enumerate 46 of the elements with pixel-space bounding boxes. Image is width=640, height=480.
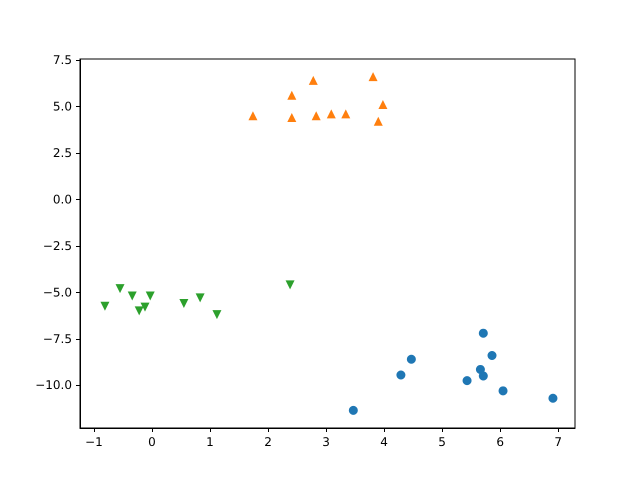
point <box>488 351 497 360</box>
point <box>308 76 318 85</box>
y-tick-label: 7.5 <box>52 52 72 67</box>
point <box>374 116 383 126</box>
point <box>548 394 558 403</box>
y-tick-label: −7.5 <box>42 332 72 346</box>
point <box>498 386 508 396</box>
x-tick-label: 6 <box>496 435 504 449</box>
x-tick-label: 2 <box>264 435 272 449</box>
y-tick-label: 0.0 <box>52 192 72 206</box>
point <box>326 109 336 118</box>
point <box>140 302 150 312</box>
x-tick-label: 7 <box>554 435 562 449</box>
x-tick-label: 3 <box>322 435 330 449</box>
point <box>287 90 296 100</box>
point <box>286 280 295 290</box>
point <box>212 310 222 320</box>
point <box>179 298 188 308</box>
point <box>100 302 110 311</box>
point <box>312 111 321 120</box>
point <box>368 72 378 82</box>
point <box>396 370 406 380</box>
y-tick-label: 2.5 <box>52 146 72 160</box>
point <box>378 100 388 110</box>
x-tick-label: −1 <box>85 435 103 449</box>
point <box>134 306 144 316</box>
point <box>287 113 296 122</box>
point <box>196 293 205 302</box>
y-tick-label: −10.0 <box>35 378 72 392</box>
x-tick-label: 4 <box>380 435 388 449</box>
y-tick-label: −5.0 <box>42 285 72 300</box>
point <box>462 376 472 386</box>
y-tick-label: 5.0 <box>52 99 72 114</box>
y-tick-label: −2.5 <box>42 238 72 253</box>
point <box>348 406 358 415</box>
x-tick-label: 0 <box>148 435 156 449</box>
point <box>128 292 137 301</box>
point <box>341 109 350 118</box>
point <box>406 354 416 364</box>
point <box>478 328 488 338</box>
point <box>116 284 125 294</box>
x-tick-label: 1 <box>206 435 214 449</box>
point <box>248 111 258 120</box>
x-tick-label: 5 <box>438 435 446 449</box>
point <box>478 371 488 380</box>
point <box>146 292 155 301</box>
